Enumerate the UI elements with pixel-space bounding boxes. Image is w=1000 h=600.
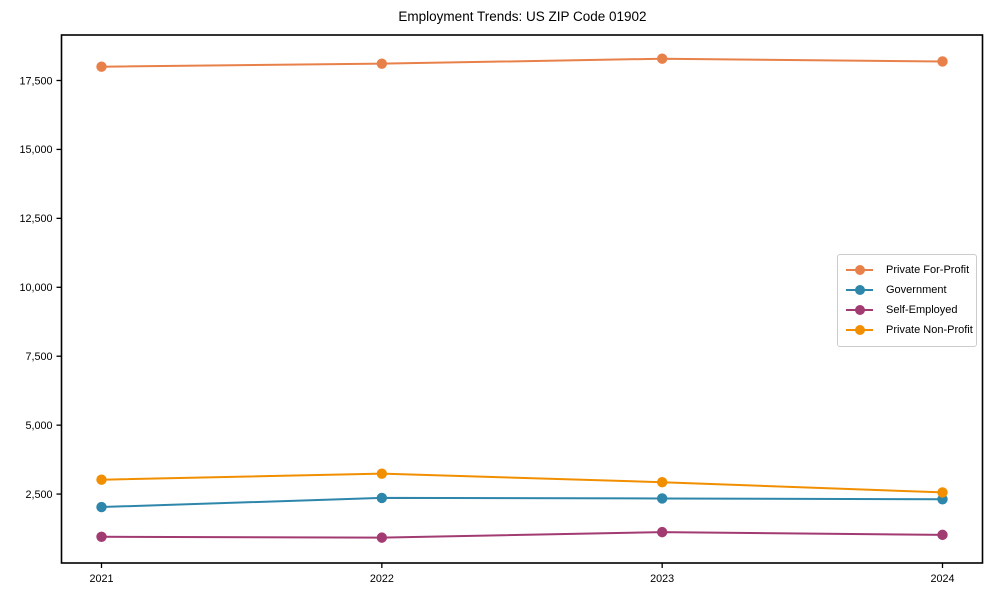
data-point-private-non-profit-2023 <box>656 477 668 488</box>
legend-marker-self-employed <box>846 305 873 315</box>
x-tick-label: 2024 <box>930 573 954 585</box>
legend-dot-sample <box>854 325 865 335</box>
legend-marker-private-non-profit <box>846 325 873 335</box>
legend-label-private-for-profit: Private For-Profit <box>886 264 970 276</box>
legend-item-private-for-profit: Private For-Profit <box>846 260 970 280</box>
y-tick-label: 2,500 <box>25 489 52 501</box>
x-tick-label: 2022 <box>370 573 394 585</box>
legend-marker-private-for-profit <box>846 265 873 275</box>
plot-border <box>60 34 984 564</box>
y-tick-label: 7,500 <box>25 351 52 363</box>
series-line-private-non-profit <box>101 472 943 494</box>
series-line-government <box>101 496 943 509</box>
y-tick-label: 5,000 <box>25 420 52 432</box>
series-line-self-employed <box>101 531 943 539</box>
data-point-self-employed-2024 <box>937 529 948 541</box>
legend-item-private-non-profit: Private Non-Profit <box>846 320 973 340</box>
legend-dot-sample <box>854 265 865 275</box>
legend-marker-government <box>846 285 873 295</box>
legend-dot-sample <box>854 305 865 315</box>
data-point-private-non-profit-2022 <box>376 468 388 479</box>
data-point-private-non-profit-2024 <box>937 487 948 498</box>
data-point-private-for-profit-2022 <box>376 58 388 69</box>
legend: Private For-Profit Government Self-Employe… <box>837 254 977 347</box>
data-point-self-employed-2021 <box>96 531 107 543</box>
data-point-private-for-profit-2021 <box>96 61 107 72</box>
x-tick-label: 2023 <box>650 573 674 585</box>
chart-title: Employment Trends: US ZIP Code 01902 <box>398 9 647 24</box>
data-point-private-for-profit-2024 <box>937 56 948 67</box>
legend-label-private-non-profit: Private Non-Profit <box>886 324 973 336</box>
data-point-self-employed-2023 <box>656 526 668 538</box>
y-tick-label: 10,000 <box>19 282 52 294</box>
legend-label-government: Government <box>886 284 947 296</box>
y-tick-label: 12,500 <box>19 213 52 225</box>
y-tick-label: 17,500 <box>19 75 52 87</box>
data-point-government-2023 <box>656 493 668 504</box>
series-line-private-for-profit <box>101 57 943 68</box>
legend-item-self-employed: Self-Employed <box>846 300 968 320</box>
legend-dot-sample <box>854 285 865 295</box>
data-point-self-employed-2022 <box>376 532 388 543</box>
legend-label-self-employed: Self-Employed <box>886 304 958 316</box>
y-tick-label: 15,000 <box>19 144 52 156</box>
x-tick-label: 2021 <box>89 573 113 585</box>
data-point-government-2022 <box>376 492 388 504</box>
legend-item-government: Government <box>846 280 968 300</box>
data-point-private-for-profit-2023 <box>656 53 668 64</box>
data-point-private-non-profit-2021 <box>96 474 107 485</box>
data-point-government-2021 <box>96 501 107 513</box>
